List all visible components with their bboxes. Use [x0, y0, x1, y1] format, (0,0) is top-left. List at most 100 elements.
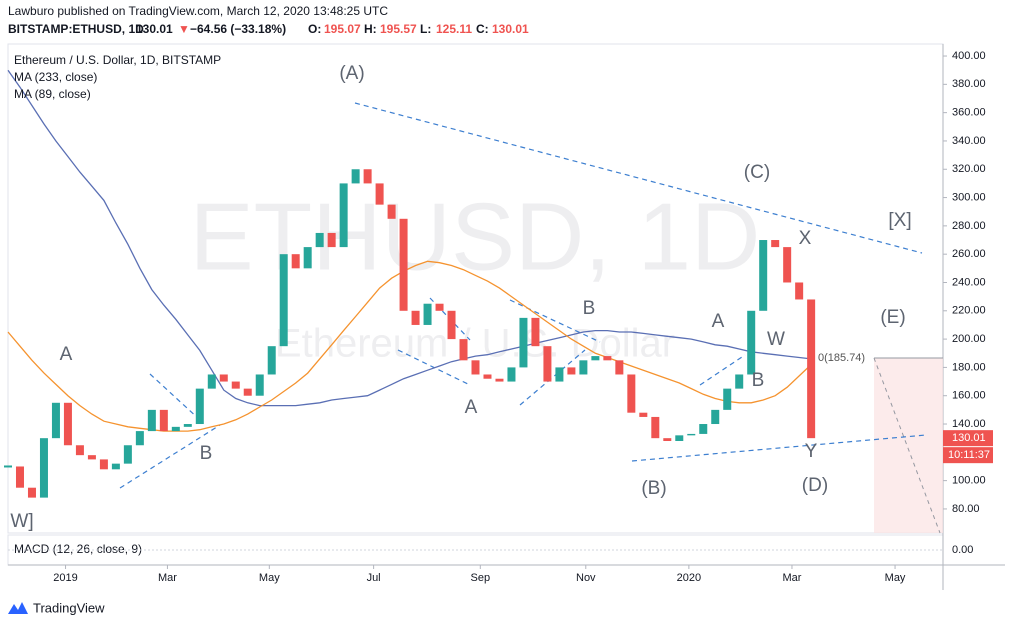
candle: [483, 374, 492, 379]
x-tick-label: May: [885, 572, 906, 584]
candle: [75, 445, 84, 456]
x-tick-label: Mar: [158, 572, 177, 584]
wave-label: W]: [10, 511, 33, 532]
candle: [339, 183, 348, 248]
wave-label: A: [465, 397, 478, 418]
y-tick-label: 260.00: [952, 248, 986, 260]
candle: [99, 459, 108, 470]
macd-tick-label: 0.00: [952, 544, 973, 556]
candle: [711, 409, 720, 425]
header-item: 195.07: [324, 22, 361, 36]
x-tick-label: 2019: [53, 572, 77, 584]
header-item: L:: [420, 22, 431, 36]
candle: [555, 367, 564, 382]
price-tag: [943, 430, 993, 447]
candle: [759, 240, 768, 311]
y-tick-label: 160.00: [952, 390, 986, 402]
legend-entry: MA (89, close): [14, 87, 91, 101]
candle: [51, 402, 60, 439]
y-tick-label: 180.00: [952, 361, 986, 373]
ma-line: [7, 69, 812, 407]
candle: [375, 183, 384, 205]
candle: [279, 254, 288, 347]
candle: [231, 381, 240, 389]
y-tick-label: 220.00: [952, 305, 986, 317]
candle: [411, 310, 420, 325]
wave-label: W: [767, 329, 785, 350]
x-tick-label: May: [259, 572, 280, 584]
candle: [315, 232, 324, 248]
candle: [795, 282, 804, 300]
candle: [567, 367, 576, 375]
y-tick-label: 100.00: [952, 475, 986, 487]
candle: [267, 346, 276, 375]
candle: [123, 445, 132, 464]
published-line: Lawburo published on TradingView.com, Ma…: [8, 4, 388, 18]
brand: TradingView: [33, 600, 105, 615]
wave-label: (C): [744, 162, 770, 183]
candle: [207, 374, 216, 389]
candle: [147, 409, 156, 432]
candle: [603, 356, 612, 361]
y-tick-label: 340.00: [952, 135, 986, 147]
candle: [507, 367, 516, 382]
y-tick-label: 320.00: [952, 163, 986, 175]
candle: [807, 299, 816, 439]
header-item: 195.57: [380, 22, 417, 36]
candle: [459, 339, 468, 361]
candle: [435, 303, 444, 311]
candle: [111, 463, 120, 470]
candle: [747, 310, 756, 375]
candle: [135, 431, 144, 446]
header-item: H:: [364, 22, 377, 36]
header-item: O:: [308, 22, 321, 36]
candle: [447, 310, 456, 340]
wave-label: [X]: [888, 210, 911, 231]
wave-label: A: [60, 344, 73, 365]
candle: [531, 317, 540, 347]
candle: [423, 303, 432, 325]
wave-label: (B): [641, 478, 666, 499]
y-tick-label: 280.00: [952, 220, 986, 232]
candle: [351, 169, 360, 184]
candle: [699, 424, 708, 434]
candle: [87, 455, 96, 460]
brand-logo: [8, 602, 28, 614]
watermark: ETHUSD, 1D: [190, 183, 761, 290]
candle: [183, 424, 192, 427]
y-tick-label: 80.00: [952, 503, 980, 515]
candle: [363, 169, 372, 184]
y-tick-label: 360.00: [952, 107, 986, 119]
y-tick-label: 200.00: [952, 333, 986, 345]
x-tick-label: Sep: [471, 572, 491, 584]
candle: [171, 426, 180, 432]
candle: [627, 374, 636, 413]
candle: [15, 466, 24, 488]
watermark: Ethereum / U.S. Dollar: [275, 322, 675, 366]
candle: [63, 402, 72, 446]
candle: [243, 388, 252, 396]
header-item: C:: [476, 22, 489, 36]
candle: [195, 388, 204, 425]
candle: [723, 388, 732, 410]
candle: [783, 247, 792, 283]
candle: [651, 416, 660, 439]
header-item: 130.01: [136, 22, 173, 36]
candle: [471, 360, 480, 375]
fib-label: 0(185.74): [818, 352, 865, 364]
candle: [687, 433, 696, 436]
candle: [255, 374, 264, 396]
legend-entry: MA (233, close): [14, 70, 97, 84]
y-tick-label: 300.00: [952, 191, 986, 203]
candle: [543, 346, 552, 382]
candle: [219, 374, 228, 382]
wave-label: B: [583, 298, 596, 319]
header-item: 125.11: [436, 22, 472, 36]
x-tick-label: Jul: [367, 572, 381, 584]
fib-diagonal: [873, 357, 941, 534]
y-tick-label: 400.00: [952, 50, 986, 62]
macd-legend: MACD (12, 26, close, 9): [14, 542, 142, 556]
